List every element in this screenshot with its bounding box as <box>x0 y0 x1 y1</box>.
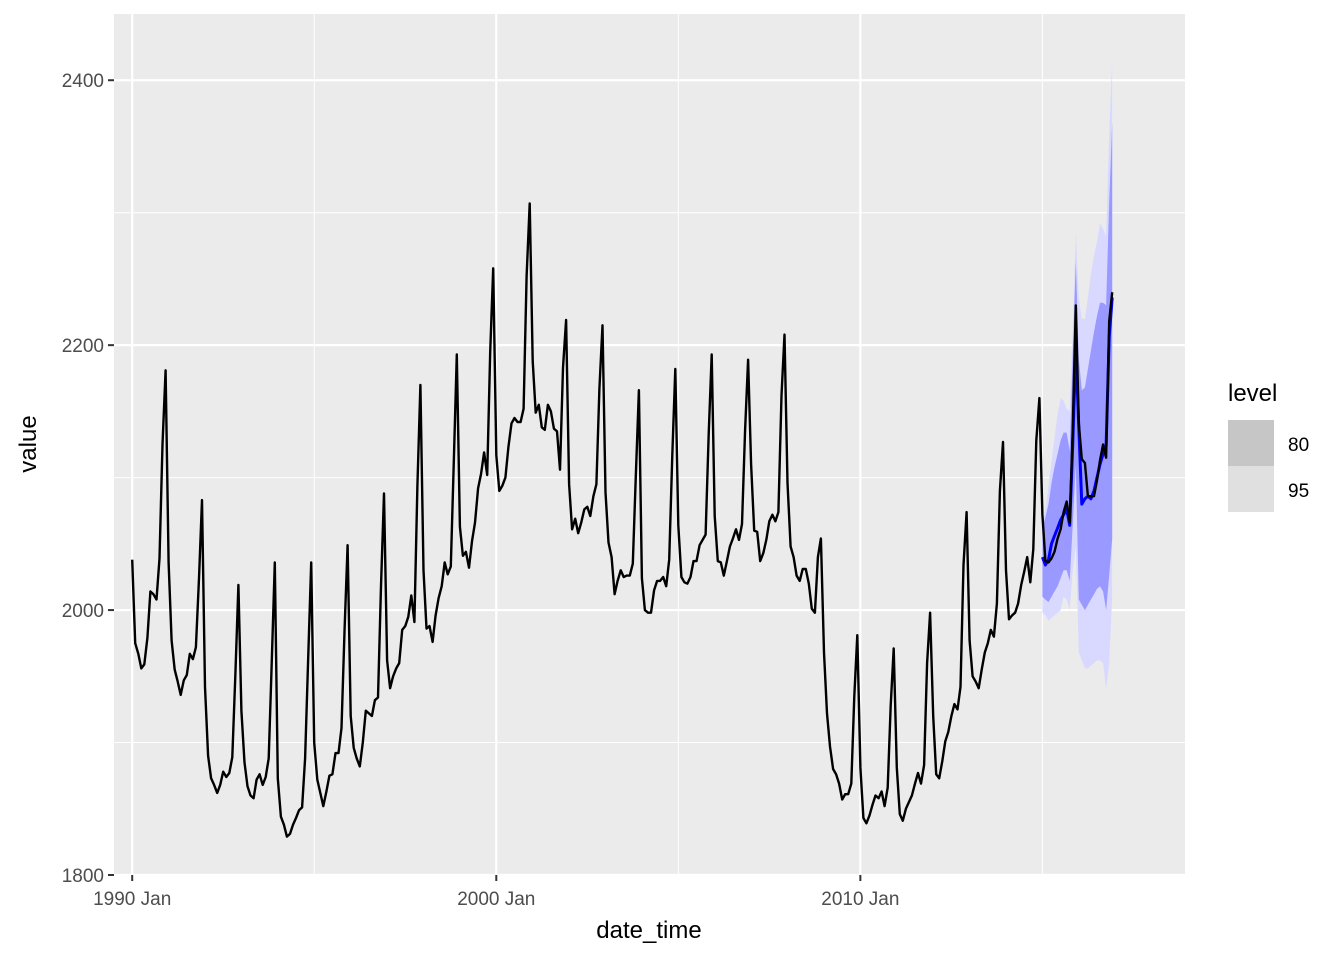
x-axis: 1990 Jan 2000 Jan 2010 Jan <box>93 875 899 910</box>
y-axis: 1800 2000 2200 2400 <box>62 71 114 887</box>
y-tick-label-1: 2000 <box>62 601 104 622</box>
legend-key-80 <box>1228 420 1274 466</box>
legend-label-80: 80 <box>1288 435 1309 456</box>
series-line-observed <box>131 202 1114 838</box>
series-lines <box>131 202 1114 838</box>
y-tick-label-0: 1800 <box>62 866 104 887</box>
x-axis-title: date_time <box>596 917 701 944</box>
y-tick-label-3: 2400 <box>62 71 104 92</box>
legend: level 80 95 <box>1228 380 1309 512</box>
legend-title: level <box>1228 380 1277 407</box>
x-tick-label-1: 2000 Jan <box>457 889 535 910</box>
panel-background <box>114 14 1185 875</box>
y-tick-label-2: 2200 <box>62 336 104 357</box>
x-tick-label-0: 1990 Jan <box>93 889 171 910</box>
y-axis-title: value <box>15 415 42 472</box>
legend-label-95: 95 <box>1288 481 1309 502</box>
legend-key-95 <box>1228 466 1274 512</box>
x-tick-label-2: 2010 Jan <box>821 889 899 910</box>
